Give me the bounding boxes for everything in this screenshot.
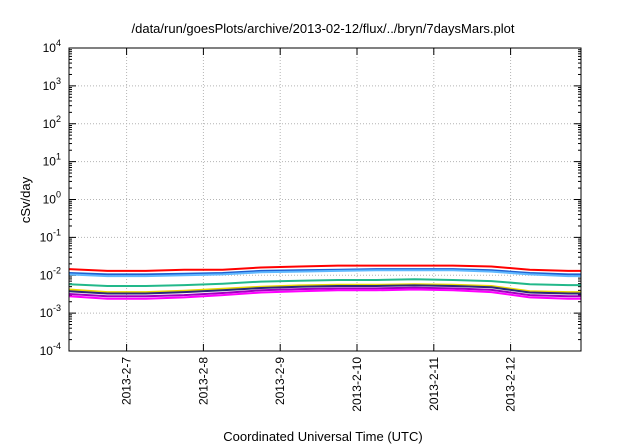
y-axis-title: cSv/day	[18, 176, 33, 223]
x-axis-title: Coordinated Universal Time (UTC)	[223, 429, 422, 444]
x-tick-label: 2013-2-11	[427, 357, 441, 411]
y-tick-label: 104	[43, 38, 61, 55]
series-layer	[68, 264, 581, 300]
series-line-4	[68, 278, 581, 287]
y-tick-labels: 10-4 10-3 10-2 10-1 100 101 102 103 104	[40, 38, 61, 358]
chart-title: /data/run/goesPlots/archive/2013-02-12/f…	[132, 21, 515, 36]
y-tick-label: 10-4	[40, 341, 61, 358]
series-line-6	[68, 284, 581, 295]
y-tick-label: 10-2	[40, 265, 61, 282]
series-line-3	[68, 269, 581, 278]
series-line-1	[68, 264, 581, 272]
series-line-7	[68, 286, 581, 298]
y-tick-label: 101	[43, 152, 61, 169]
series-line-2	[68, 268, 581, 276]
x-tick-label: 2013-2-8	[196, 357, 210, 405]
x-tick-label: 2013-2-10	[350, 357, 364, 412]
grid	[69, 47, 581, 352]
y-tick-label: 103	[43, 76, 61, 93]
plot-frame	[68, 47, 582, 352]
x-tick-label: 2013-2-9	[273, 357, 287, 405]
y-tick-label: 100	[43, 190, 61, 207]
y-tick-label: 10-3	[40, 303, 61, 320]
y-tick-label: 102	[43, 114, 61, 131]
series-line-8	[68, 288, 581, 300]
x-tick-label: 2013-2-7	[120, 357, 134, 405]
series-line-5	[68, 283, 581, 294]
y-tick-label: 10-1	[40, 227, 61, 244]
x-tick-label: 2013-2-12	[504, 357, 518, 412]
x-tick-labels: 2013-2-7 2013-2-8 2013-2-9 2013-2-10 2013-2-…	[120, 357, 518, 412]
